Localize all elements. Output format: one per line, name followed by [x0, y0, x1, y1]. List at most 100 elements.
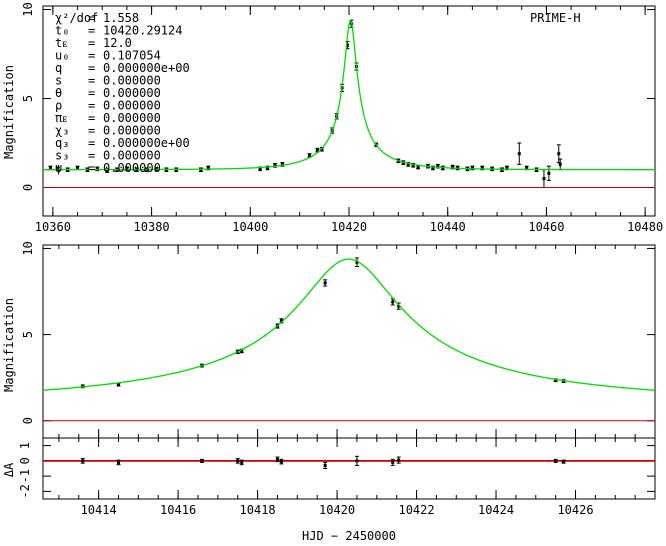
y-tick-label: 0: [18, 457, 32, 464]
x-tick-label: 10380: [134, 220, 170, 234]
data-point: [451, 165, 455, 169]
param-equals: =: [88, 86, 95, 100]
data-point: [95, 167, 99, 171]
param-value: 0.000000: [103, 124, 161, 138]
data-point: [206, 166, 210, 170]
zoom-ticks: 0 5 10: [21, 241, 656, 438]
zoom-panel: 0 5 10 Magnification: [2, 241, 656, 439]
y-tick-label: -2: [18, 484, 32, 498]
zoom-frame: [42, 244, 656, 439]
param-value: 10420.29124: [103, 24, 182, 38]
x-axis-title: HJD − 2450000: [302, 529, 396, 543]
data-point: [355, 459, 359, 463]
x-tick-label: 10400: [232, 220, 268, 234]
param-name: q: [55, 61, 62, 75]
x-tick-label: 10416: [160, 503, 196, 517]
param-value: 0.000000: [103, 149, 161, 163]
data-point: [279, 319, 283, 323]
param-equals: =: [88, 24, 95, 38]
x-tick-label: 10440: [430, 220, 466, 234]
data-point: [240, 349, 244, 353]
data-point: [406, 162, 410, 166]
data-point: [505, 166, 509, 170]
y-tick-label: 5: [21, 331, 35, 338]
data-point: [554, 378, 558, 382]
data-point: [397, 458, 401, 462]
x-tick-label: 10422: [398, 503, 434, 517]
x-tick-label: 10480: [627, 220, 663, 234]
data-point: [117, 383, 121, 387]
param-name: πᴇ: [55, 111, 68, 125]
dataset-label: PRIME-H: [530, 11, 581, 25]
data-point: [557, 152, 561, 156]
x-tick-label: 10420: [331, 220, 367, 234]
data-point: [323, 281, 327, 285]
data-point: [280, 162, 284, 166]
data-point: [258, 167, 262, 171]
param-value: 1.558: [103, 11, 139, 25]
data-point: [48, 166, 52, 170]
y-tick-label: 1: [18, 442, 32, 449]
y-tick-label: 10: [21, 241, 35, 255]
data-point: [275, 457, 279, 461]
x-tick-label: 10418: [240, 503, 276, 517]
param-name: θ: [55, 86, 62, 100]
data-point: [320, 147, 324, 151]
param-value: 0.000000: [103, 86, 161, 100]
param-name: u₀: [55, 49, 69, 63]
overview-ylabel: Magnification: [2, 65, 16, 159]
param-name: ψ: [55, 161, 62, 175]
param-equals: =: [88, 124, 95, 138]
residual-points: [80, 455, 566, 469]
x-tick-label: 10414: [81, 503, 117, 517]
residual-ticks: -2-1 0 1 10414 10416 10418 10420 10422 10424 1042…: [18, 438, 656, 517]
data-point: [266, 166, 270, 170]
data-point: [517, 152, 521, 156]
param-equals: =: [88, 11, 95, 25]
param-equals: =: [88, 61, 95, 75]
param-value: 0.107054: [103, 49, 161, 63]
data-point: [547, 171, 551, 175]
data-point: [391, 460, 395, 464]
data-point: [76, 166, 80, 170]
param-equals: =: [88, 136, 95, 150]
data-point: [346, 43, 350, 47]
data-point: [56, 167, 60, 171]
param-value: 0.000000: [103, 161, 161, 175]
data-point: [431, 166, 435, 170]
y-tick-label: 0: [21, 417, 35, 424]
zoom-model-curve: [42, 258, 656, 391]
param-name: s: [55, 74, 62, 88]
param-equals: =: [88, 161, 95, 175]
param-equals: =: [88, 111, 95, 125]
residual-ylabel: ΔA: [2, 462, 16, 477]
param-value: 12.0: [103, 36, 132, 50]
data-point: [117, 460, 121, 464]
overview-model-curve: [43, 19, 655, 171]
overview-ticks: 0 5 10 10360 10380 10400 10420 10440 10460 10480: [21, 2, 663, 234]
param-equals: =: [88, 49, 95, 63]
param-name: q₃: [55, 136, 69, 150]
data-point: [240, 460, 244, 464]
param-value: 0.000000e+00: [103, 136, 190, 150]
x-tick-label: 10360: [35, 220, 71, 234]
y-tick-label: -1: [18, 469, 32, 483]
data-point: [554, 459, 558, 463]
x-tick-label: 10424: [478, 503, 514, 517]
data-point: [436, 164, 440, 168]
data-point: [542, 177, 546, 181]
param-name: χ₃: [55, 124, 69, 138]
param-value: 0.000000e+00: [103, 61, 190, 75]
x-tick-label: 10460: [528, 220, 564, 234]
data-point: [81, 459, 85, 463]
residual-frame: [42, 437, 656, 500]
data-point: [411, 163, 415, 167]
data-point: [355, 260, 359, 264]
param-name: s₃: [55, 149, 69, 163]
data-point: [558, 162, 562, 166]
residual-panel: -2-1 0 1 10414 10416 10418 10420 10422 10424 1042…: [2, 437, 656, 517]
data-point: [391, 300, 395, 304]
param-equals: =: [88, 74, 95, 88]
